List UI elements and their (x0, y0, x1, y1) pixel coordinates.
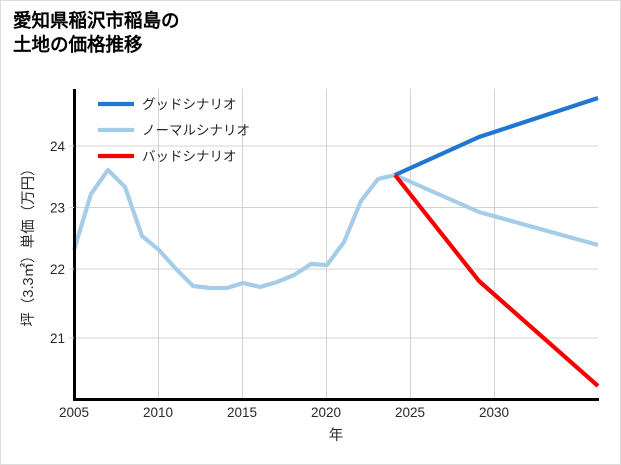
x-tick-label-2005: 2005 (59, 405, 89, 420)
y-tick-marks (69, 145, 74, 339)
y-tick-labels: 24 23 22 21 (50, 139, 66, 346)
y-axis-title: 坪（3.3㎡）単価（万円） (20, 161, 37, 326)
series-line-good (394, 96, 599, 177)
series-line-normal (71, 167, 599, 291)
legend-label-good: グッドシナリオ (142, 97, 237, 112)
legend-label-normal: ノーマルシナリオ (142, 123, 250, 138)
x-axis-title: 年 (329, 427, 344, 444)
chart-legend: グッドシナリオ ノーマルシナリオ バッドシナリオ (98, 97, 250, 164)
x-tick-label-2030: 2030 (479, 405, 509, 420)
x-gridlines (73, 89, 496, 399)
series-line-bad (393, 173, 600, 388)
y-tick-label-22: 22 (50, 262, 65, 277)
y-tick-label-24: 24 (50, 139, 66, 154)
x-tick-label-2015: 2015 (227, 405, 257, 420)
chart-title: 愛知県稲沢市稲島の 土地の価格推移 (13, 10, 180, 56)
y-tick-label-23: 23 (50, 201, 65, 216)
y-tick-label-21: 21 (50, 331, 65, 346)
x-tick-labels: 2005 2010 2015 2020 2025 2030 (59, 405, 509, 420)
x-tick-label-2010: 2010 (143, 405, 173, 420)
x-tick-label-2025: 2025 (395, 405, 425, 420)
x-tick-label-2020: 2020 (311, 405, 341, 420)
legend-label-bad: バッドシナリオ (142, 149, 237, 164)
y-gridlines (74, 145, 598, 339)
